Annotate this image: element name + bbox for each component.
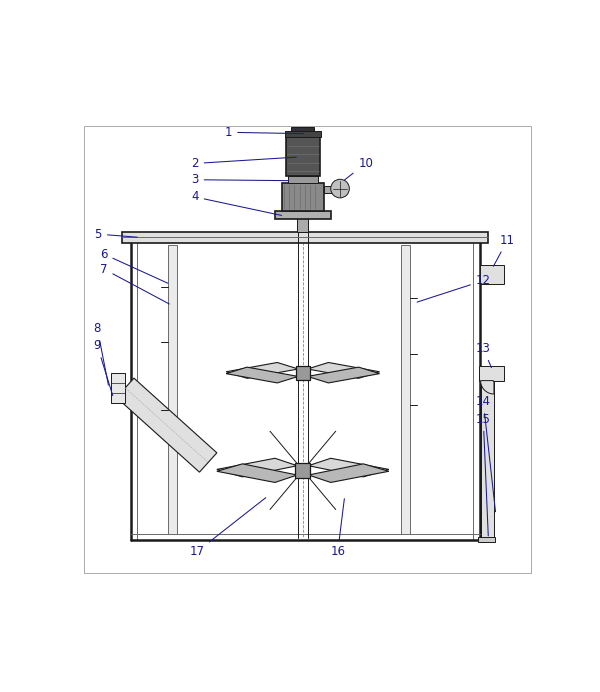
Text: 15: 15 bbox=[476, 412, 491, 536]
Bar bbox=[296, 366, 310, 380]
Bar bbox=[288, 176, 318, 183]
Bar bbox=[478, 537, 495, 542]
Text: 16: 16 bbox=[330, 499, 345, 558]
Bar bbox=[324, 186, 334, 193]
Bar bbox=[295, 463, 310, 477]
Text: 11: 11 bbox=[493, 234, 515, 266]
Text: 3: 3 bbox=[191, 173, 289, 186]
Polygon shape bbox=[481, 381, 494, 394]
Polygon shape bbox=[116, 378, 217, 472]
Text: 4: 4 bbox=[191, 190, 281, 215]
Text: 8: 8 bbox=[94, 322, 109, 385]
Bar bbox=[481, 381, 494, 538]
Text: 6: 6 bbox=[100, 248, 168, 283]
Polygon shape bbox=[308, 458, 389, 477]
Text: 9: 9 bbox=[94, 339, 113, 396]
Bar bbox=[291, 127, 314, 131]
Text: 13: 13 bbox=[476, 342, 491, 367]
Text: 5: 5 bbox=[95, 228, 137, 241]
Bar bbox=[297, 219, 308, 233]
Text: 14: 14 bbox=[476, 395, 496, 512]
Bar bbox=[401, 245, 410, 534]
Polygon shape bbox=[226, 367, 298, 383]
Bar bbox=[285, 131, 320, 138]
Polygon shape bbox=[226, 363, 298, 379]
Bar bbox=[282, 183, 324, 211]
Text: 2: 2 bbox=[191, 157, 296, 170]
Polygon shape bbox=[308, 464, 389, 482]
Bar bbox=[111, 373, 125, 403]
Text: 10: 10 bbox=[344, 157, 373, 180]
Bar bbox=[481, 265, 504, 284]
Text: 17: 17 bbox=[190, 498, 266, 558]
Bar bbox=[479, 366, 504, 381]
Polygon shape bbox=[308, 367, 380, 383]
Circle shape bbox=[331, 179, 349, 198]
Bar bbox=[168, 245, 178, 534]
Bar bbox=[275, 211, 331, 219]
Polygon shape bbox=[217, 458, 297, 477]
Polygon shape bbox=[217, 464, 297, 482]
Polygon shape bbox=[308, 363, 380, 379]
Text: 1: 1 bbox=[225, 126, 304, 139]
Bar bbox=[122, 233, 488, 242]
Bar bbox=[286, 138, 320, 176]
Text: 12: 12 bbox=[417, 274, 491, 302]
Text: 7: 7 bbox=[100, 262, 169, 304]
